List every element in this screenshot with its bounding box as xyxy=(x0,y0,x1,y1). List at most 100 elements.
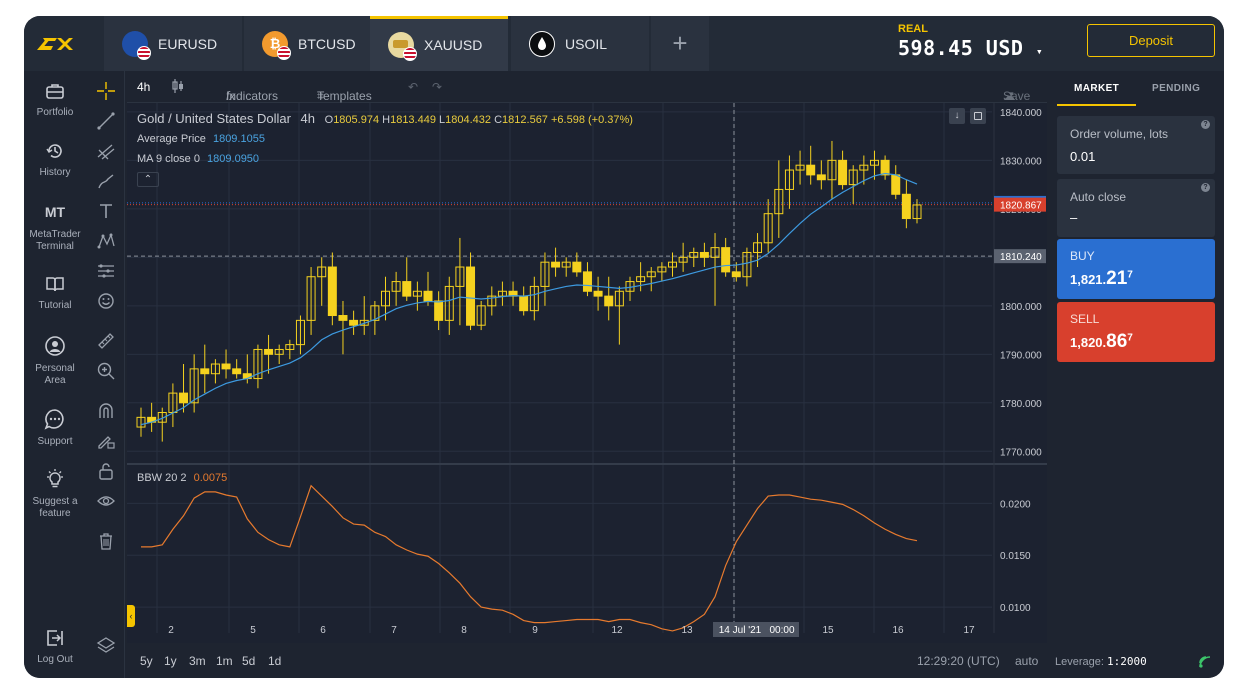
zoom-tool[interactable] xyxy=(94,359,118,383)
scroll-down-button[interactable]: ↓ xyxy=(949,108,965,124)
crosshair-tool[interactable] xyxy=(94,79,118,103)
auto-close-field[interactable]: Auto close – ? xyxy=(1057,179,1215,237)
fib-icon xyxy=(98,264,114,278)
fib-tool[interactable] xyxy=(94,259,118,283)
measure-tool[interactable] xyxy=(94,329,118,353)
sell-price-marker-bg xyxy=(994,197,1046,212)
collapse-panel-handle[interactable]: ‹ xyxy=(127,605,135,627)
range-5y[interactable]: 5y xyxy=(140,654,153,668)
layers-tool[interactable] xyxy=(94,633,118,657)
tab-pending[interactable]: PENDING xyxy=(1152,83,1201,94)
candle-body xyxy=(657,266,667,273)
range-1d[interactable]: 1d xyxy=(268,654,282,668)
add-tab-button[interactable]: + xyxy=(651,16,709,71)
brush-tool[interactable] xyxy=(94,169,118,193)
range-1y[interactable]: 1y xyxy=(164,654,177,668)
tab-label: BTCUSD xyxy=(298,35,356,52)
hide-drawings-tool[interactable] xyxy=(94,489,118,513)
buy-button[interactable]: BUY 1,821.217 xyxy=(1057,239,1215,299)
candle-body xyxy=(317,266,327,278)
ma-line xyxy=(140,172,918,426)
range-5d[interactable]: 5d xyxy=(242,654,256,668)
price-chart[interactable]: 1840.0001830.0001820.0001810.0001800.000… xyxy=(127,103,1047,643)
sidebar-item-suggest[interactable]: Suggest a feature xyxy=(24,468,86,520)
candle-body xyxy=(593,290,603,297)
lock-tool[interactable] xyxy=(94,459,118,483)
candle-body xyxy=(519,295,529,312)
bbw-legend: BBW 20 2 0.0075 xyxy=(137,472,228,484)
candle-body xyxy=(306,276,316,321)
fullscreen-button[interactable] xyxy=(970,108,986,124)
logout-icon xyxy=(47,630,63,646)
pattern-icon xyxy=(97,233,115,249)
candle-body xyxy=(476,305,486,326)
x-tick-label: 5 xyxy=(250,625,256,636)
keep-drawing-tool[interactable] xyxy=(94,429,118,453)
candle-body xyxy=(710,247,720,258)
sidebar-item-personal-area[interactable]: Personal Area xyxy=(24,335,86,387)
pattern-tool[interactable] xyxy=(94,229,118,253)
tab-btcusd[interactable]: ₿ BTCUSD xyxy=(244,16,382,71)
account-balance[interactable]: 598.45 USD ▾ xyxy=(898,36,1044,60)
sidebar: Portfolio History MT MetaTrader Terminal… xyxy=(24,71,86,678)
tab-label: EURUSD xyxy=(158,35,218,52)
interval-selector[interactable]: 4h xyxy=(137,80,151,94)
candle-body xyxy=(232,368,242,375)
tab-eurusd[interactable]: EURUSD xyxy=(104,16,242,71)
tab-xauusd[interactable]: XAUUSD xyxy=(370,16,508,71)
chevron-up-icon: ⌃ xyxy=(143,174,153,185)
candle-body xyxy=(806,164,816,176)
exness-logo[interactable] xyxy=(24,16,86,71)
range-3m[interactable]: 3m xyxy=(189,654,206,668)
sidebar-item-support[interactable]: Support xyxy=(24,408,86,448)
candle-body xyxy=(572,261,582,273)
candle-body xyxy=(529,285,539,312)
candle-body xyxy=(901,193,911,220)
candle-body xyxy=(423,290,433,302)
trend-line-tool[interactable] xyxy=(94,109,118,133)
collapse-legend-button[interactable]: ⌃ xyxy=(137,172,159,187)
tab-label: USOIL xyxy=(565,35,608,52)
price-tick-label: 1830.000 xyxy=(1000,156,1042,167)
sidebar-item-metatrader[interactable]: MT MetaTrader Terminal xyxy=(29,204,81,252)
candle-body xyxy=(540,261,550,287)
chart-panel[interactable]: 1840.0001830.0001820.0001810.0001800.000… xyxy=(127,103,1047,643)
x-tick-label: 17 xyxy=(963,625,975,636)
tab-market[interactable]: MARKET xyxy=(1074,83,1120,94)
order-volume-field[interactable]: Order volume, lots 0.01 ? xyxy=(1057,116,1215,174)
magnet-tool[interactable] xyxy=(94,399,118,423)
sidebar-item-history[interactable]: History xyxy=(24,141,86,179)
sidebar-item-tutorial[interactable]: Tutorial xyxy=(24,274,86,312)
crosshair-price-marker-bg xyxy=(994,249,1046,264)
x-tick-label: 6 xyxy=(320,625,326,636)
crosshair-price-marker: 1810.240 xyxy=(1000,252,1042,263)
sidebar-item-portfolio[interactable]: Portfolio xyxy=(24,81,86,119)
change-value: +6.598 (+0.37%) xyxy=(551,114,633,126)
candle-body xyxy=(455,266,465,287)
sell-button[interactable]: SELL 1,820.867 xyxy=(1057,302,1215,362)
deposit-button[interactable]: Deposit xyxy=(1087,24,1215,57)
candle-body xyxy=(731,271,741,278)
text-tool[interactable] xyxy=(94,199,118,223)
candle-body xyxy=(221,363,231,370)
candle-body xyxy=(678,256,688,263)
candle-type-button[interactable] xyxy=(171,78,185,97)
bbw-tick-label: 0.0200 xyxy=(1000,499,1031,510)
auto-scale-toggle[interactable]: auto xyxy=(1015,654,1039,668)
emoji-tool[interactable] xyxy=(94,289,118,313)
sidebar-item-logout[interactable]: Log Out xyxy=(24,628,86,666)
order-volume-input[interactable]: 0.01 xyxy=(1070,149,1096,164)
mt-icon: MT xyxy=(44,204,66,220)
tab-usoil[interactable]: USOIL xyxy=(511,16,649,71)
x-tick-label: 15 xyxy=(822,625,834,636)
candle-body xyxy=(487,295,497,307)
delete-drawings-tool[interactable] xyxy=(94,529,118,553)
candle-body xyxy=(274,348,284,355)
redo-button[interactable]: ↷ xyxy=(432,80,443,94)
undo-button[interactable]: ↶ xyxy=(408,80,419,94)
range-1m[interactable]: 1m xyxy=(216,654,233,668)
candle-body xyxy=(466,266,476,326)
candle-body xyxy=(763,213,773,244)
active-tab-indicator xyxy=(1057,104,1136,106)
pitchfork-tool[interactable] xyxy=(94,139,118,163)
